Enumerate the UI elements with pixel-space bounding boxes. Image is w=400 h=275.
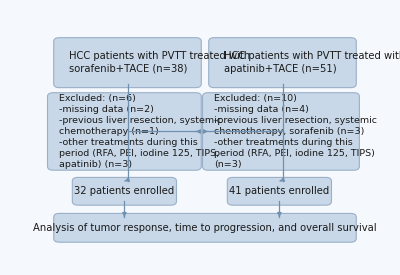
FancyBboxPatch shape xyxy=(72,177,176,205)
Text: 32 patients enrolled: 32 patients enrolled xyxy=(74,186,174,196)
Text: Analysis of tumor response, time to progression, and overall survival: Analysis of tumor response, time to prog… xyxy=(33,223,377,233)
FancyBboxPatch shape xyxy=(48,93,201,170)
FancyBboxPatch shape xyxy=(202,93,359,170)
Text: HCC patients with PVTT treated with
apatinib+TACE (n=51): HCC patients with PVTT treated with apat… xyxy=(224,51,400,74)
Text: HCC patients with PVTT treated with
sorafenib+TACE (n=38): HCC patients with PVTT treated with sora… xyxy=(69,51,250,74)
FancyBboxPatch shape xyxy=(54,213,356,242)
Text: Excluded: (n=6)
-missing data (n=2)
-previous liver resection, systemic
chemothe: Excluded: (n=6) -missing data (n=2) -pre… xyxy=(59,94,222,169)
Text: 41 patients enrolled: 41 patients enrolled xyxy=(229,186,330,196)
FancyBboxPatch shape xyxy=(54,38,201,88)
Text: Excluded: (n=10)
-missing data (n=4)
-previous liver resection, systemic
chemoth: Excluded: (n=10) -missing data (n=4) -pr… xyxy=(214,94,377,169)
FancyBboxPatch shape xyxy=(209,38,356,88)
FancyBboxPatch shape xyxy=(227,177,332,205)
